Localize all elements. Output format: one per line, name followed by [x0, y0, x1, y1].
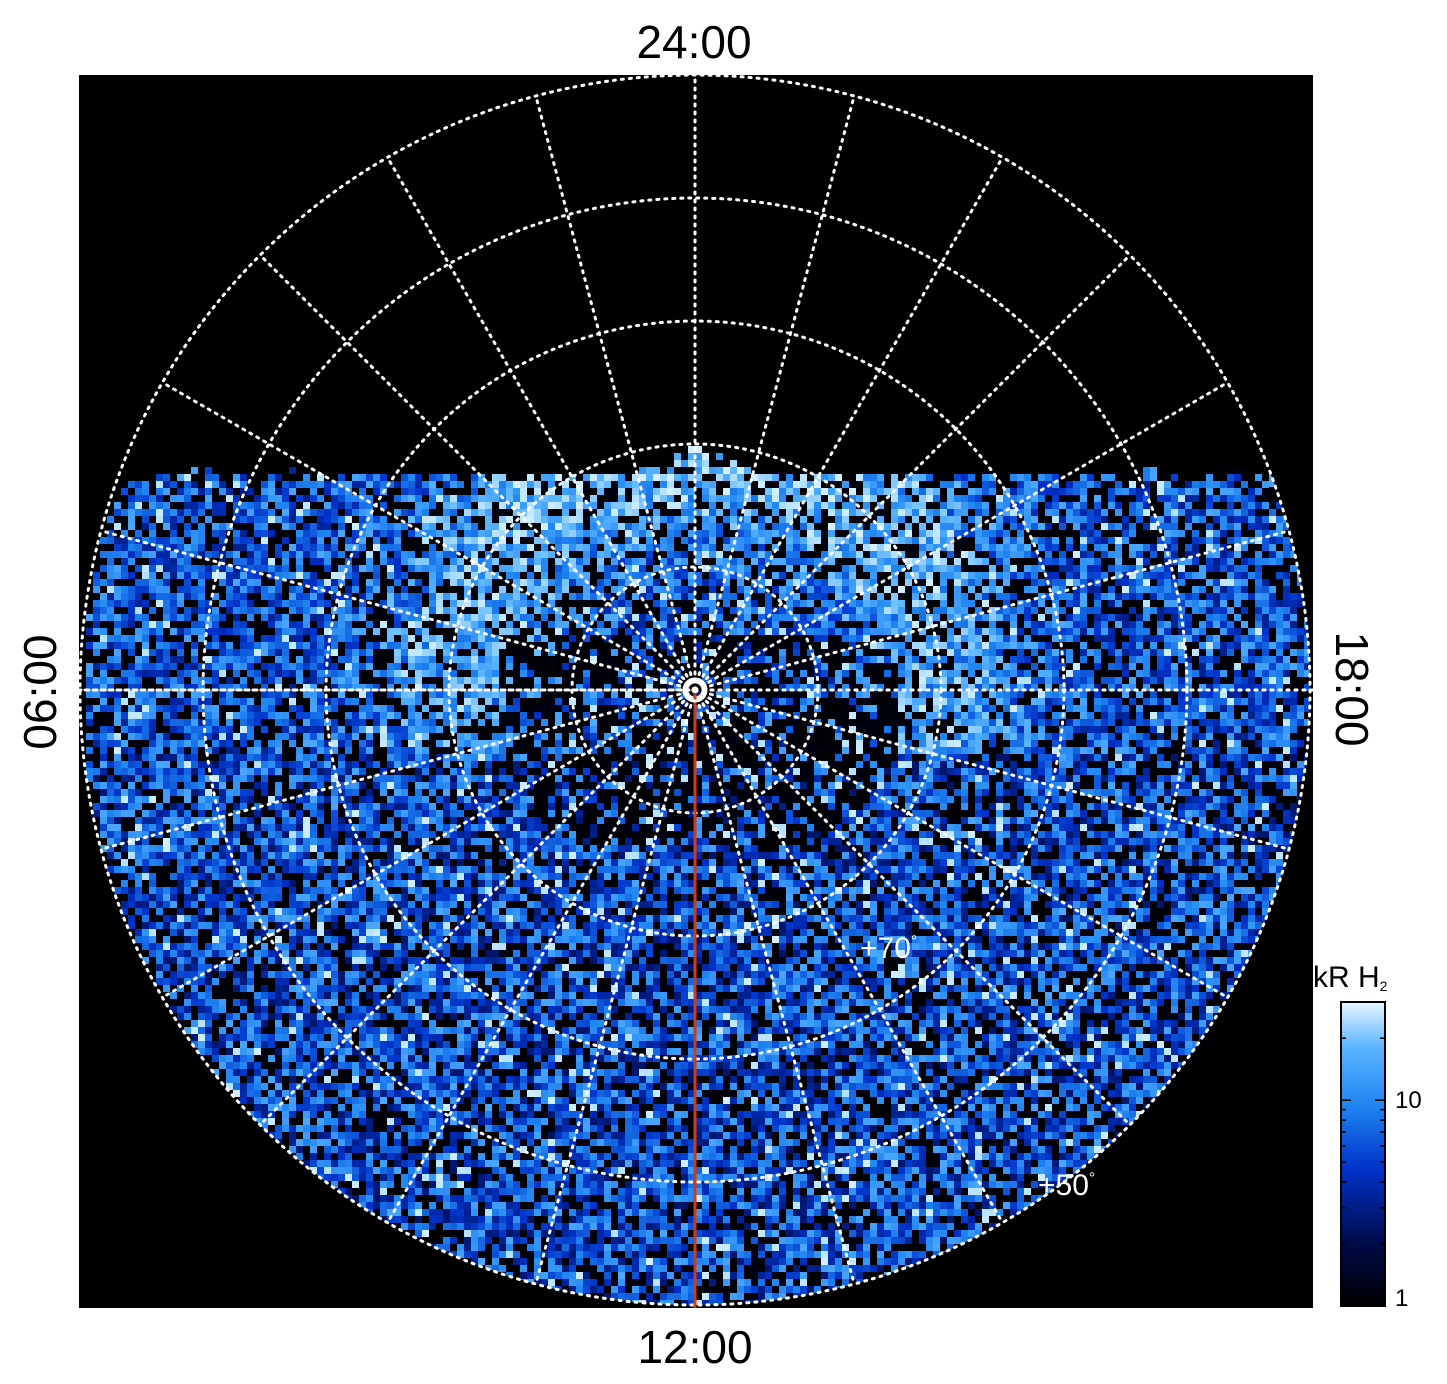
- meridian-line: [160, 381, 697, 692]
- meridian-line: [534, 94, 697, 692]
- meridian-line: [693, 253, 1132, 692]
- pole-marker: [682, 677, 708, 703]
- meridian-line: [258, 688, 697, 1127]
- latitude-label-50: +50°: [1038, 1169, 1095, 1202]
- meridian-line: [693, 688, 1230, 999]
- meridian-line: [386, 155, 697, 692]
- local-time-label-right: 18:00: [1326, 631, 1378, 746]
- colorbar-ticks: [1341, 1001, 1385, 1307]
- pole-marker-ring: [682, 677, 708, 703]
- colorbar-gradient: [1340, 1001, 1386, 1307]
- meridian-line: [693, 94, 856, 692]
- pole-marker-dot: [692, 687, 698, 693]
- local-time-label-top: 24:00: [636, 16, 751, 68]
- meridian-line: [693, 688, 856, 1286]
- colorbar-tick-label-10: 10: [1395, 1087, 1422, 1114]
- meridian-line: [693, 688, 1004, 1225]
- latitude-label-70: +70°: [860, 932, 917, 965]
- meridian-line: [386, 688, 697, 1225]
- meridian-line: [258, 253, 697, 692]
- local-time-label-left: 06:00: [14, 634, 66, 749]
- latitude-longitude-grid: [79, 75, 1313, 1307]
- latitude-circle: [201, 196, 1189, 1184]
- meridian-line: [693, 688, 1291, 851]
- meridian-line: [160, 688, 697, 999]
- meridian-line: [693, 155, 1004, 692]
- meridian-line: [99, 529, 697, 692]
- colorbar-title: kR H2: [1313, 961, 1388, 994]
- colorbar-tick-label-1: 1: [1395, 1285, 1408, 1312]
- colorbar: kR H2 10 1: [1313, 961, 1422, 1312]
- meridian-line: [99, 688, 697, 851]
- meridian-line: [534, 688, 697, 1286]
- local-time-label-bottom: 12:00: [637, 1321, 752, 1373]
- meridian-line: [693, 529, 1291, 692]
- meridian-line: [693, 688, 1132, 1127]
- meridian-line: [693, 381, 1230, 692]
